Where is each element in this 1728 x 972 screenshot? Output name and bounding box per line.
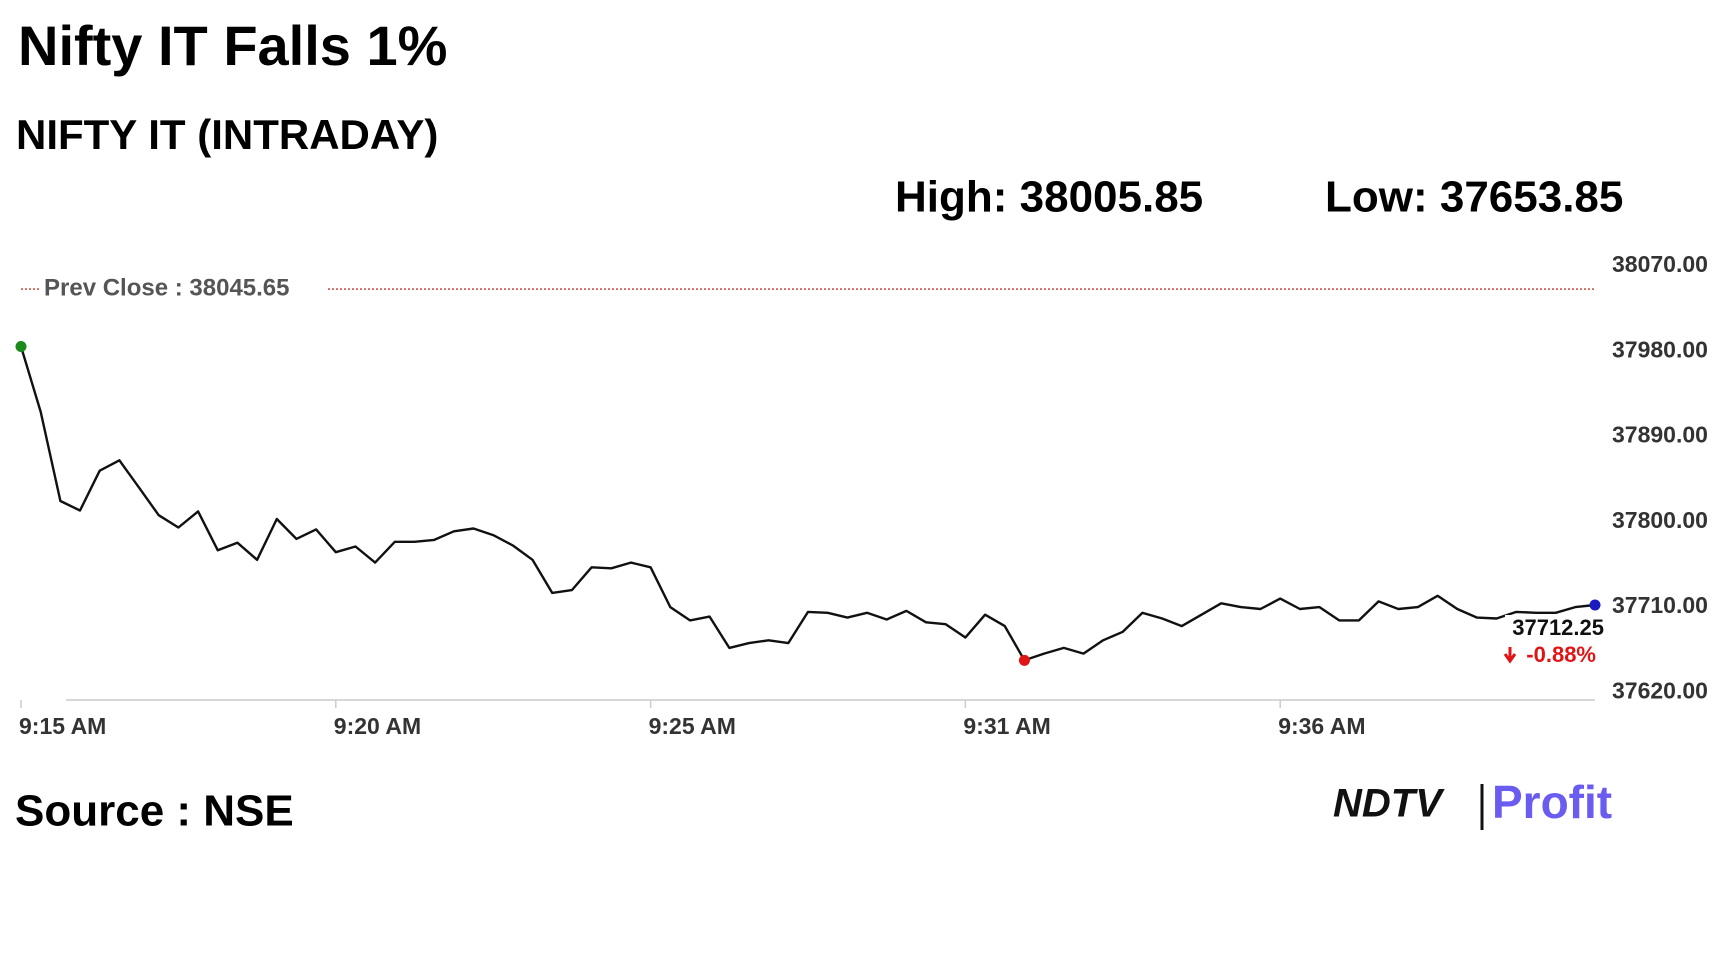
change-label: -0.88% (1526, 642, 1596, 667)
x-tick-label: 9:15 AM (19, 713, 106, 739)
x-tick-label: 9:36 AM (1278, 713, 1365, 739)
y-tick-label: 37710.00 (1612, 592, 1708, 618)
y-tick-label: 37620.00 (1612, 677, 1708, 703)
down-arrow (1503, 647, 1517, 664)
y-tick-label: 37800.00 (1612, 507, 1708, 533)
price-line (19, 346, 1596, 662)
prev-close-label: Prev Close : 38045.65 (44, 274, 290, 301)
chart-subtitle: NIFTY IT (INTRADAY) (16, 111, 438, 158)
source: Source : NSE (15, 787, 294, 836)
brand-right: Profit (1492, 776, 1612, 828)
y-tick-label: 38070.00 (1612, 251, 1708, 277)
last-value-label: 37712.25 (1512, 615, 1604, 640)
open-marker (15, 341, 27, 353)
y-tick-label: 37890.00 (1612, 422, 1708, 448)
x-tick-label: 9:31 AM (963, 713, 1050, 739)
high-label: High: 38005.85 (895, 173, 1203, 222)
x-tick-label: 9:25 AM (649, 713, 736, 739)
brand-left: NDTV (1333, 782, 1445, 826)
y-tick-label: 37980.00 (1612, 336, 1708, 362)
low-label: Low: 37653.85 (1325, 173, 1623, 222)
last-label-bg (1505, 615, 1601, 672)
x-tick-label: 9:20 AM (334, 713, 421, 739)
last-marker (1589, 599, 1601, 611)
low-marker (1018, 654, 1030, 666)
chart-title: Nifty IT Falls 1% (18, 14, 447, 77)
